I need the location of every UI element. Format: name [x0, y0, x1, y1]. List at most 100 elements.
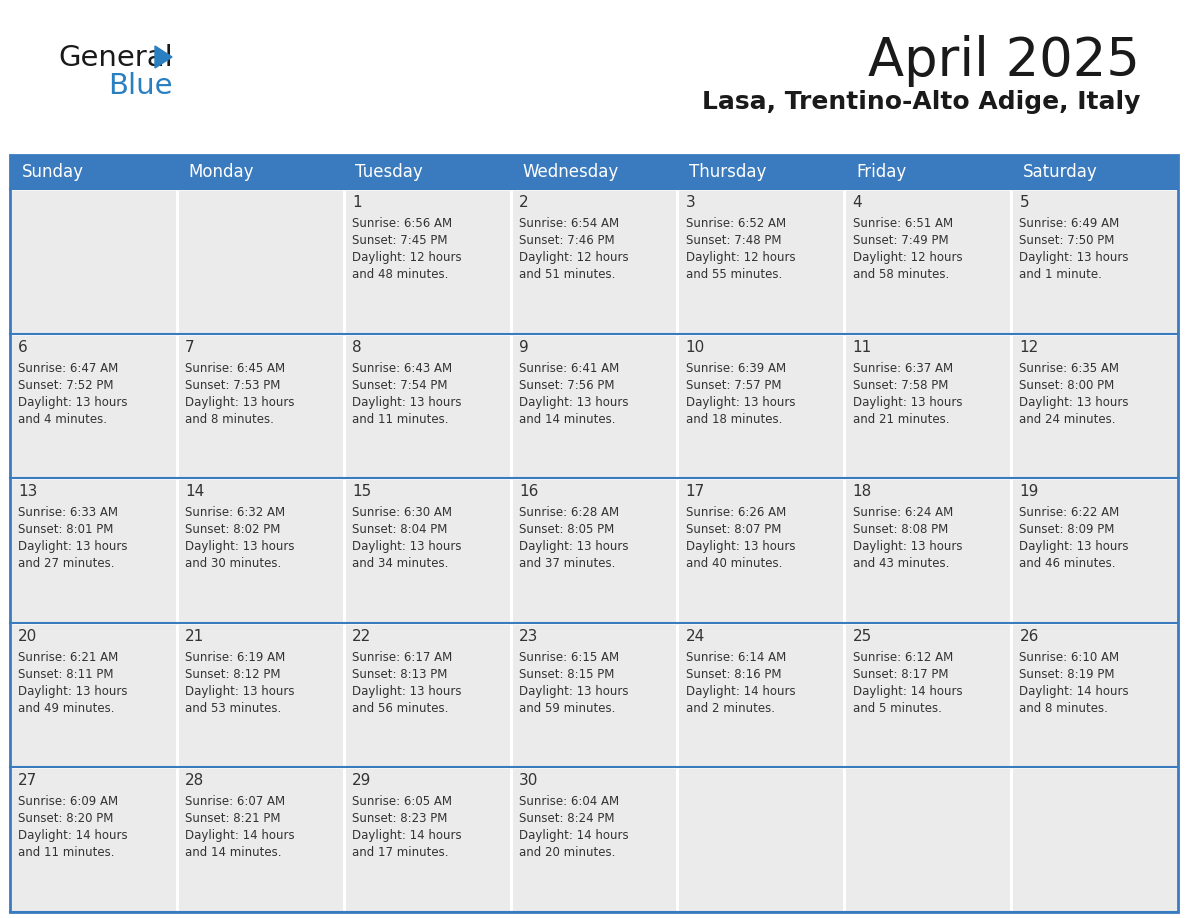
- Bar: [511, 622, 677, 767]
- Text: and 14 minutes.: and 14 minutes.: [185, 846, 282, 859]
- Text: Sunrise: 6:05 AM: Sunrise: 6:05 AM: [352, 795, 453, 809]
- Text: and 4 minutes.: and 4 minutes.: [18, 412, 107, 426]
- Bar: [343, 767, 511, 912]
- Text: 12: 12: [1019, 340, 1038, 354]
- Bar: [511, 189, 677, 333]
- Bar: [10, 622, 177, 767]
- Text: 4: 4: [853, 195, 862, 210]
- Text: and 8 minutes.: and 8 minutes.: [185, 412, 274, 426]
- Text: Daylight: 13 hours: Daylight: 13 hours: [185, 540, 295, 554]
- Text: Sunset: 8:11 PM: Sunset: 8:11 PM: [18, 667, 114, 681]
- Text: and 11 minutes.: and 11 minutes.: [18, 846, 115, 859]
- Text: Sunset: 8:24 PM: Sunset: 8:24 PM: [519, 812, 614, 825]
- Text: Daylight: 13 hours: Daylight: 13 hours: [1019, 251, 1129, 264]
- Text: Daylight: 13 hours: Daylight: 13 hours: [519, 540, 628, 554]
- Text: Sunrise: 6:56 AM: Sunrise: 6:56 AM: [352, 217, 453, 230]
- Text: Sunset: 8:02 PM: Sunset: 8:02 PM: [185, 523, 280, 536]
- Text: Daylight: 13 hours: Daylight: 13 hours: [685, 540, 795, 554]
- Text: Sunset: 7:54 PM: Sunset: 7:54 PM: [352, 378, 448, 392]
- Text: Sunrise: 6:21 AM: Sunrise: 6:21 AM: [18, 651, 119, 664]
- Bar: [177, 478, 343, 622]
- Text: and 49 minutes.: and 49 minutes.: [18, 701, 115, 715]
- Text: Sunset: 7:49 PM: Sunset: 7:49 PM: [853, 234, 948, 247]
- Text: Daylight: 13 hours: Daylight: 13 hours: [1019, 396, 1129, 409]
- Text: and 55 minutes.: and 55 minutes.: [685, 268, 782, 281]
- Text: 21: 21: [185, 629, 204, 644]
- Text: Daylight: 13 hours: Daylight: 13 hours: [519, 396, 628, 409]
- Text: Sunset: 8:00 PM: Sunset: 8:00 PM: [1019, 378, 1114, 392]
- Text: Daylight: 13 hours: Daylight: 13 hours: [853, 540, 962, 554]
- Text: Wednesday: Wednesday: [523, 163, 619, 181]
- Text: Daylight: 12 hours: Daylight: 12 hours: [519, 251, 628, 264]
- Text: and 21 minutes.: and 21 minutes.: [853, 412, 949, 426]
- Text: Sunset: 7:53 PM: Sunset: 7:53 PM: [185, 378, 280, 392]
- Text: 25: 25: [853, 629, 872, 644]
- Text: Daylight: 14 hours: Daylight: 14 hours: [352, 829, 462, 843]
- Bar: [1011, 478, 1178, 622]
- Text: 5: 5: [1019, 195, 1029, 210]
- Text: Blue: Blue: [108, 72, 172, 100]
- Text: and 51 minutes.: and 51 minutes.: [519, 268, 615, 281]
- Text: 18: 18: [853, 484, 872, 499]
- Bar: [177, 189, 343, 333]
- Bar: [677, 478, 845, 622]
- Text: 2: 2: [519, 195, 529, 210]
- Text: and 56 minutes.: and 56 minutes.: [352, 701, 448, 715]
- Text: Sunset: 8:12 PM: Sunset: 8:12 PM: [185, 667, 280, 681]
- Text: Sunrise: 6:09 AM: Sunrise: 6:09 AM: [18, 795, 119, 809]
- Text: Sunrise: 6:30 AM: Sunrise: 6:30 AM: [352, 506, 453, 520]
- Text: and 20 minutes.: and 20 minutes.: [519, 846, 615, 859]
- Text: Saturday: Saturday: [1023, 163, 1098, 181]
- Bar: [845, 189, 1011, 333]
- Text: 26: 26: [1019, 629, 1038, 644]
- Text: General: General: [58, 44, 172, 72]
- Text: Daylight: 13 hours: Daylight: 13 hours: [1019, 540, 1129, 554]
- Bar: [177, 767, 343, 912]
- Text: and 30 minutes.: and 30 minutes.: [185, 557, 282, 570]
- Text: Sunset: 7:58 PM: Sunset: 7:58 PM: [853, 378, 948, 392]
- Text: Sunset: 8:17 PM: Sunset: 8:17 PM: [853, 667, 948, 681]
- Text: Sunset: 8:09 PM: Sunset: 8:09 PM: [1019, 523, 1114, 536]
- Text: 23: 23: [519, 629, 538, 644]
- Bar: [845, 478, 1011, 622]
- Text: Monday: Monday: [189, 163, 254, 181]
- Text: Sunset: 8:08 PM: Sunset: 8:08 PM: [853, 523, 948, 536]
- Text: 14: 14: [185, 484, 204, 499]
- Text: Daylight: 13 hours: Daylight: 13 hours: [685, 396, 795, 409]
- Bar: [10, 333, 177, 478]
- Bar: [10, 189, 177, 333]
- Bar: [511, 767, 677, 912]
- Text: Daylight: 14 hours: Daylight: 14 hours: [685, 685, 796, 698]
- Text: Tuesday: Tuesday: [355, 163, 423, 181]
- Text: Sunset: 7:52 PM: Sunset: 7:52 PM: [18, 378, 114, 392]
- Text: and 1 minute.: and 1 minute.: [1019, 268, 1102, 281]
- Bar: [10, 155, 1178, 912]
- Text: 16: 16: [519, 484, 538, 499]
- Text: 20: 20: [18, 629, 38, 644]
- Text: Lasa, Trentino-Alto Adige, Italy: Lasa, Trentino-Alto Adige, Italy: [702, 90, 1140, 114]
- Text: 22: 22: [352, 629, 372, 644]
- Bar: [511, 333, 677, 478]
- Bar: [677, 333, 845, 478]
- Text: Sunset: 7:50 PM: Sunset: 7:50 PM: [1019, 234, 1114, 247]
- Text: Daylight: 14 hours: Daylight: 14 hours: [853, 685, 962, 698]
- Text: 3: 3: [685, 195, 695, 210]
- Text: Sunrise: 6:26 AM: Sunrise: 6:26 AM: [685, 506, 786, 520]
- Text: Daylight: 13 hours: Daylight: 13 hours: [352, 540, 462, 554]
- Bar: [677, 767, 845, 912]
- Text: Sunrise: 6:12 AM: Sunrise: 6:12 AM: [853, 651, 953, 664]
- Text: Sunset: 7:45 PM: Sunset: 7:45 PM: [352, 234, 448, 247]
- Text: Sunrise: 6:15 AM: Sunrise: 6:15 AM: [519, 651, 619, 664]
- Text: Daylight: 13 hours: Daylight: 13 hours: [352, 685, 462, 698]
- Text: Sunrise: 6:39 AM: Sunrise: 6:39 AM: [685, 362, 786, 375]
- Text: Daylight: 12 hours: Daylight: 12 hours: [685, 251, 796, 264]
- Text: Sunset: 8:13 PM: Sunset: 8:13 PM: [352, 667, 448, 681]
- Text: Sunset: 7:56 PM: Sunset: 7:56 PM: [519, 378, 614, 392]
- Text: and 37 minutes.: and 37 minutes.: [519, 557, 615, 570]
- Bar: [677, 622, 845, 767]
- Text: 29: 29: [352, 773, 372, 789]
- Bar: [677, 189, 845, 333]
- Text: Sunrise: 6:35 AM: Sunrise: 6:35 AM: [1019, 362, 1119, 375]
- Text: 11: 11: [853, 340, 872, 354]
- Text: Daylight: 14 hours: Daylight: 14 hours: [1019, 685, 1129, 698]
